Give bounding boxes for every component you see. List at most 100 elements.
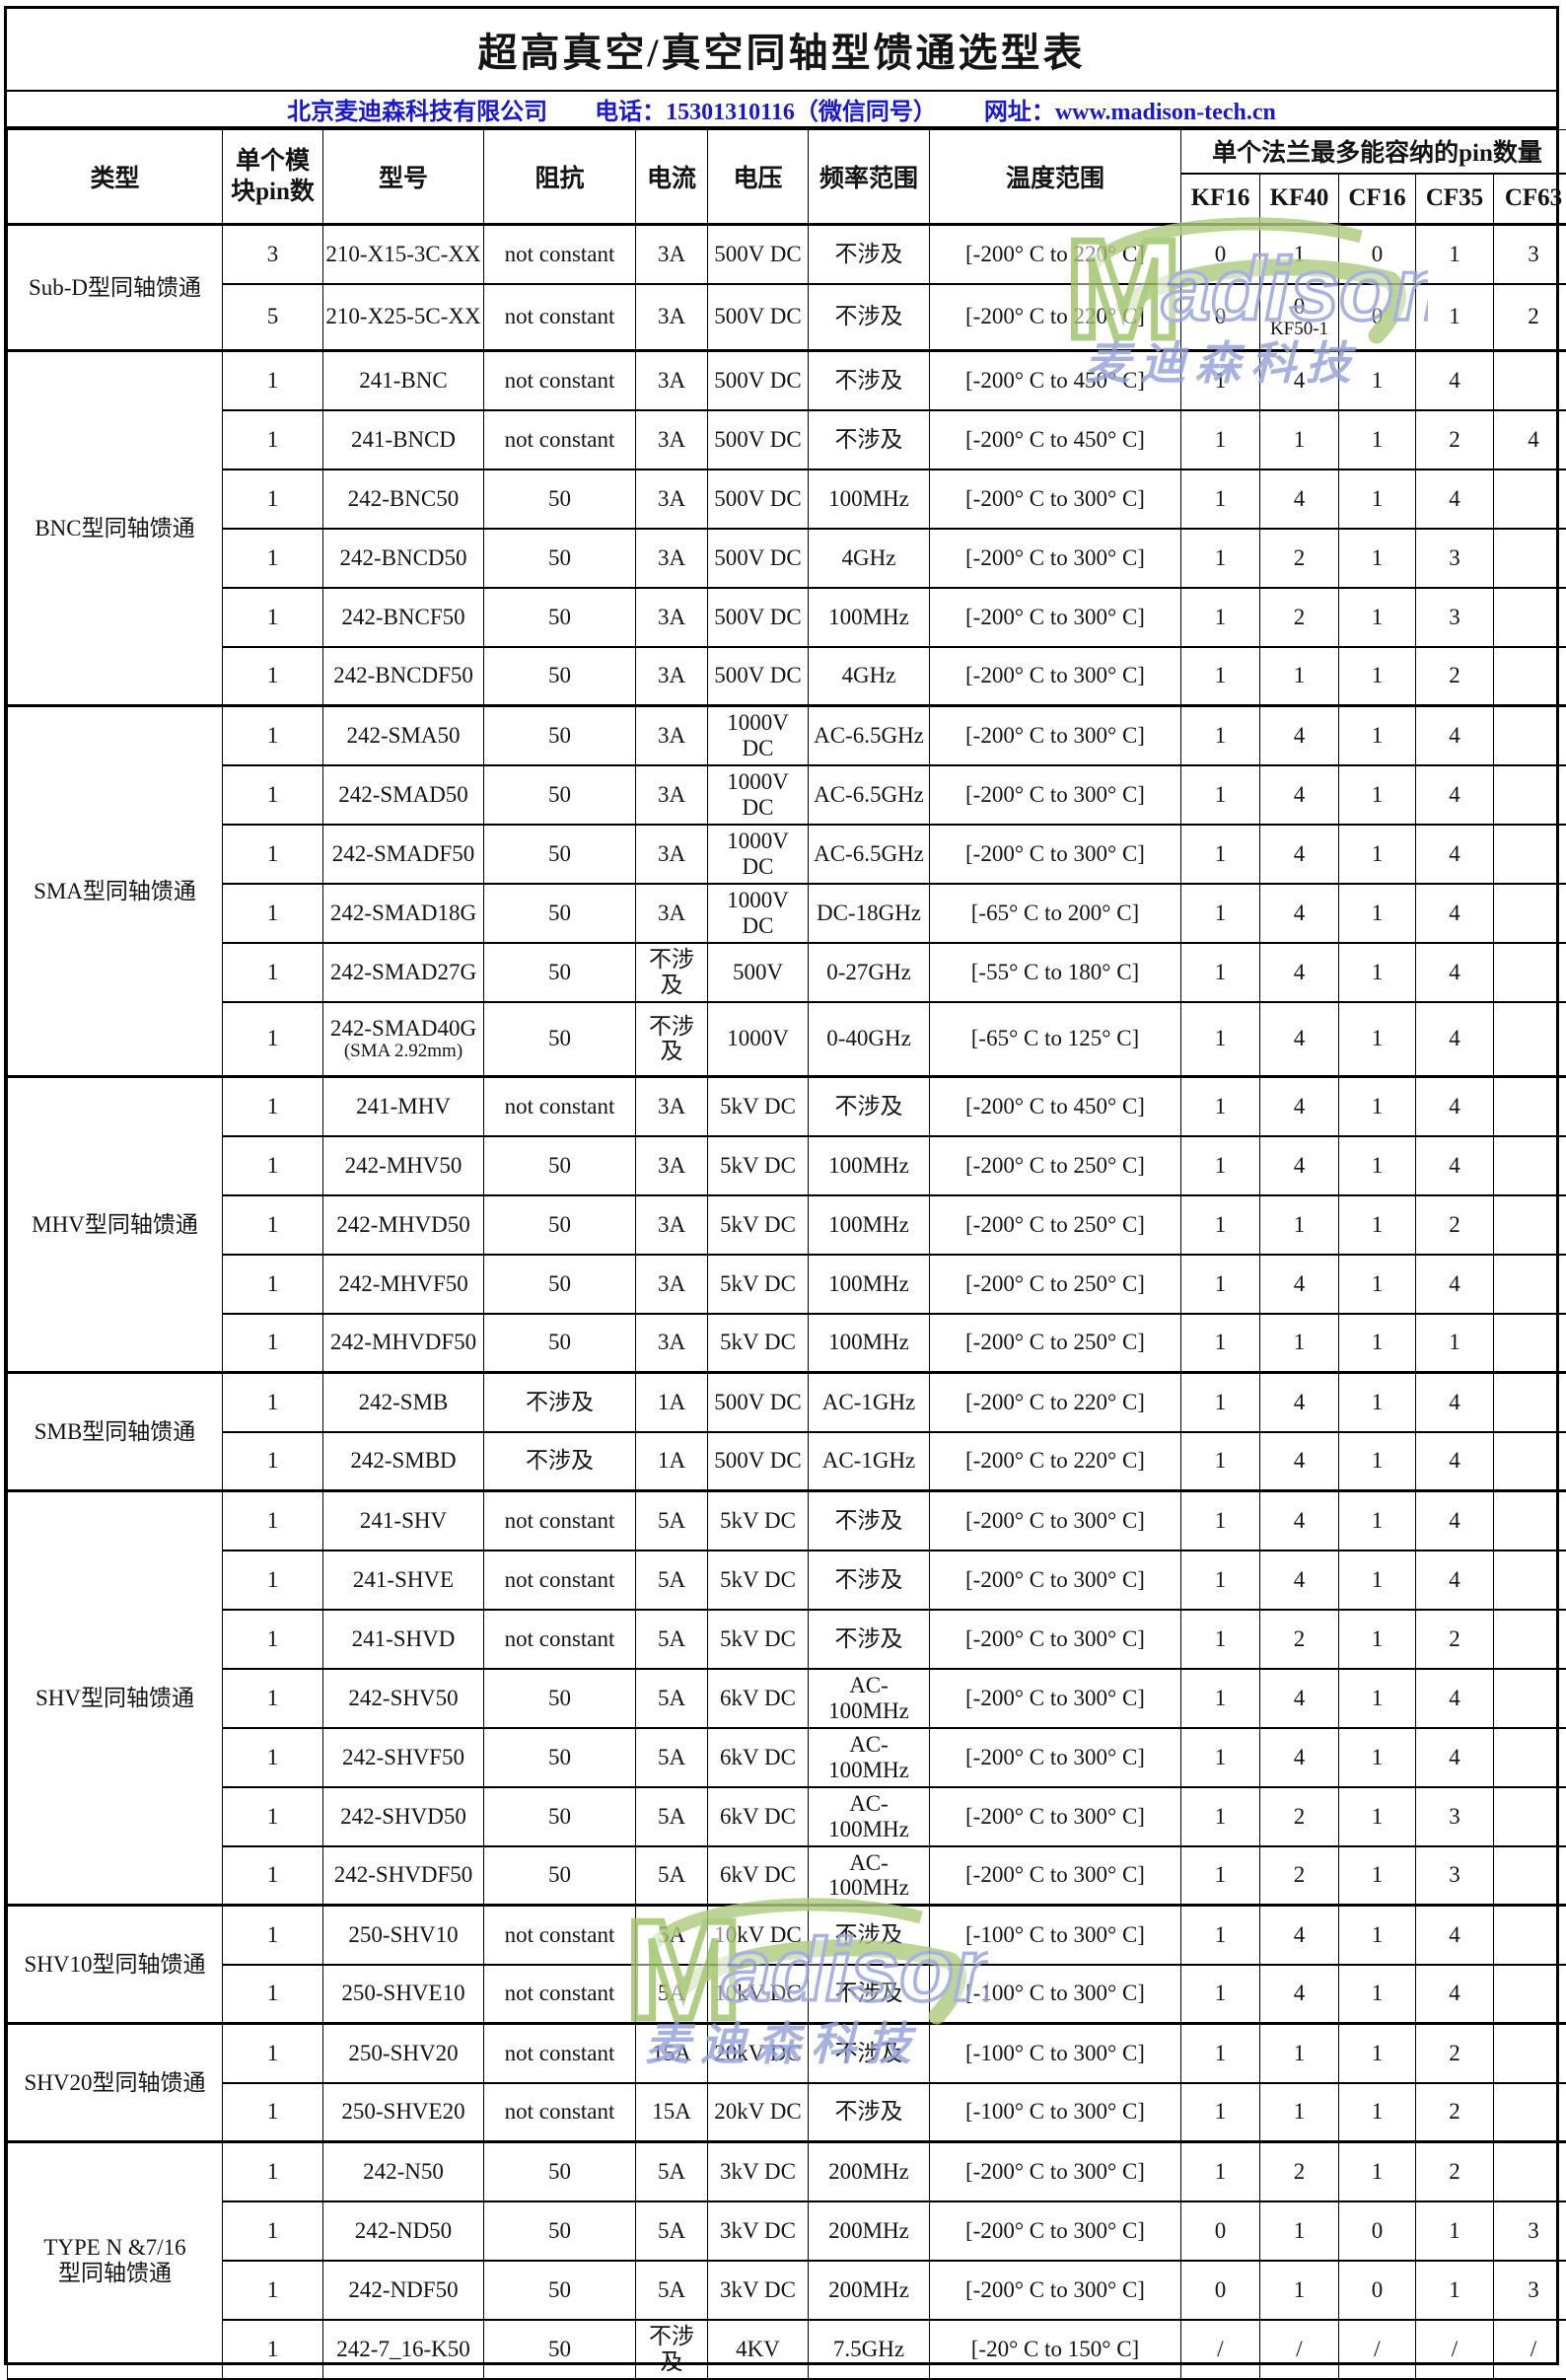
cell-frequency: 100MHz [809,1255,930,1314]
cell-impedance: not constant [484,1610,636,1669]
cell-voltage: 5kV DC [708,1610,809,1669]
cell-kf40: 2 [1260,529,1339,588]
cell-cf35: 4 [1416,825,1494,884]
cell-current: 5A [636,1906,708,1965]
cell-frequency: 不涉及 [809,410,930,469]
cell-voltage: 500V DC [708,225,809,284]
cell-impedance: 50 [484,1002,636,1077]
cell-cf63 [1494,1491,1566,1551]
cell-kf16: 1 [1181,1610,1260,1669]
cell-model: 242-SHVD50 [323,1787,484,1846]
cell-cf35: 4 [1416,1551,1494,1610]
cell-kf16: 1 [1181,943,1260,1002]
cell-current: 5A [636,1610,708,1669]
cell-kf16: 1 [1181,351,1260,410]
cell-frequency: 不涉及 [809,1906,930,1965]
group-label: SMA型同轴馈通 [8,706,223,1077]
cell-temperature: [-200° C to 220° C] [930,284,1181,351]
cell-cf63: 3 [1494,2261,1566,2320]
cell-current: 5A [636,1846,708,1906]
cell-cf35: 2 [1416,1610,1494,1669]
cell-model: 242-BNCF50 [323,588,484,647]
cell-frequency: AC-1GHz [809,1373,930,1432]
cell-cf16: 1 [1339,588,1416,647]
cell-temperature: [-200° C to 300° C] [930,2261,1181,2320]
cell-cf35: 1 [1416,2201,1494,2261]
cell-temperature: [-200° C to 300° C] [930,2201,1181,2261]
cell-temperature: [-200° C to 300° C] [930,706,1181,765]
cell-pins: 1 [223,2142,323,2201]
cell-cf63 [1494,1002,1566,1077]
cell-pins: 1 [223,2083,323,2142]
cell-current: 5A [636,2261,708,2320]
cell-cf35: 4 [1416,1077,1494,1136]
cell-kf40: 4 [1260,1728,1339,1787]
cell-frequency: 100MHz [809,469,930,529]
cell-cf16: 1 [1339,469,1416,529]
cell-kf40: 4 [1260,1432,1339,1491]
cell-pins: 1 [223,825,323,884]
cell-cf63 [1494,647,1566,706]
cell-temperature: [-200° C to 220° C] [930,225,1181,284]
cell-temperature: [-55° C to 180° C] [930,943,1181,1002]
cell-cf63: 3 [1494,225,1566,284]
cell-kf40: 1 [1260,2024,1339,2083]
cell-model: 242-SMBD [323,1432,484,1491]
cell-kf40: 4 [1260,706,1339,765]
cell-cf35: 4 [1416,1728,1494,1787]
cell-cf35: 4 [1416,1255,1494,1314]
cell-model: 242-MHVDF50 [323,1314,484,1373]
cell-kf16: 1 [1181,1002,1260,1077]
cell-cf63 [1494,1314,1566,1373]
cell-impedance: not constant [484,1906,636,1965]
cell-current: 3A [636,825,708,884]
cell-pins: 1 [223,1906,323,1965]
cell-impedance: 50 [484,1846,636,1906]
cell-cf16: 1 [1339,529,1416,588]
cell-model: 242-SMAD50 [323,765,484,825]
sheet-border: 超高真空/真空同轴型馈通选型表 北京麦迪森科技有限公司 电话：153013101… [4,6,1559,2365]
cell-kf16: 1 [1181,1314,1260,1373]
cell-current: 不涉及 [636,943,708,1002]
group-label: SMB型同轴馈通 [8,1373,223,1491]
cell-cf63 [1494,1373,1566,1432]
cell-impedance: not constant [484,1077,636,1136]
cell-cf16: / [1339,2320,1416,2379]
cell-current: 3A [636,351,708,410]
cell-cf35: 2 [1416,1195,1494,1255]
group-label: SHV20型同轴馈通 [8,2024,223,2142]
cell-kf40: 4 [1260,1136,1339,1195]
cell-kf40: 2 [1260,1787,1339,1846]
cell-impedance: 50 [484,825,636,884]
cell-cf16: 1 [1339,943,1416,1002]
cell-voltage: 1000V DC [708,765,809,825]
cell-pins: 1 [223,943,323,1002]
cell-cf35: 4 [1416,884,1494,943]
cell-frequency: 不涉及 [809,1077,930,1136]
cell-cf63 [1494,1551,1566,1610]
cell-frequency: 不涉及 [809,1491,930,1551]
group-label: BNC型同轴馈通 [8,351,223,706]
cell-pins: 5 [223,284,323,351]
cell-model: 242-MHVD50 [323,1195,484,1255]
col-cf63: CF63 [1494,174,1566,225]
cell-cf35: 3 [1416,1787,1494,1846]
cell-frequency: AC-100MHz [809,1846,930,1906]
cell-cf35: 4 [1416,1669,1494,1728]
cell-cf35: 4 [1416,1002,1494,1077]
cell-kf40: 2 [1260,1610,1339,1669]
cell-current: 5A [636,1965,708,2024]
cell-cf63 [1494,1669,1566,1728]
cell-cf16: 1 [1339,1846,1416,1906]
cell-frequency: 不涉及 [809,351,930,410]
cell-voltage: 1000V [708,1002,809,1077]
cell-model: 242-SMA50 [323,706,484,765]
cell-cf35: 1 [1416,284,1494,351]
cell-current: 5A [636,1491,708,1551]
cell-model: 242-SMAD18G [323,884,484,943]
